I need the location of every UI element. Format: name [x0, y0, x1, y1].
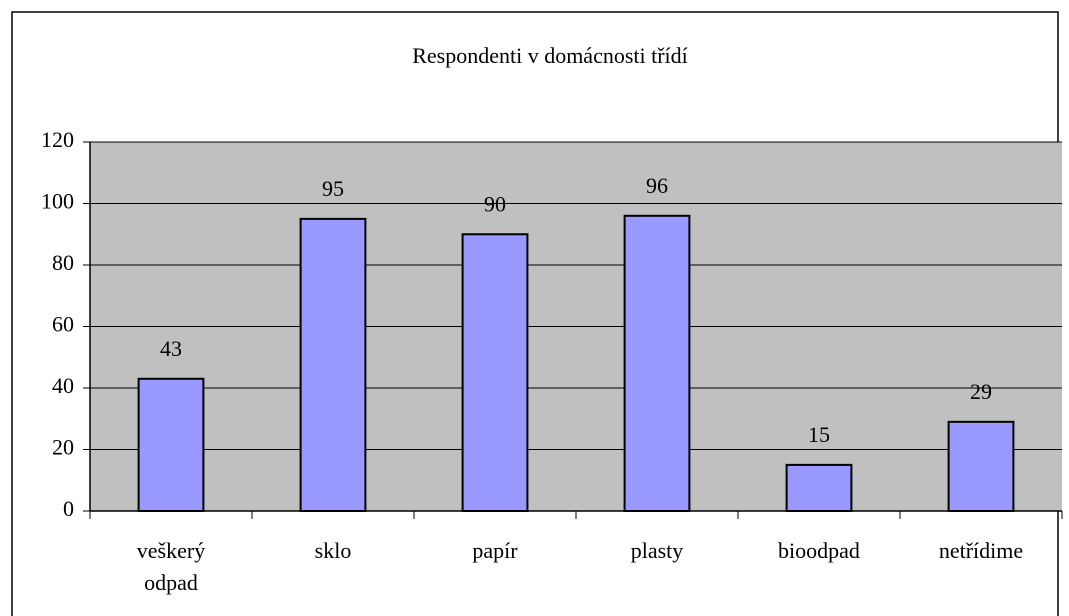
x-tick-label: bioodpad [778, 538, 860, 563]
data-label: 43 [160, 336, 182, 361]
data-label: 95 [322, 176, 344, 201]
bar [623, 214, 691, 513]
bar [137, 377, 205, 512]
x-tick-label: plasty [631, 538, 684, 563]
x-tick-label: netřídime [939, 538, 1023, 563]
data-label: 29 [970, 379, 992, 404]
data-label: 96 [646, 173, 668, 198]
y-tick-label: 20 [52, 435, 74, 460]
data-label: 90 [484, 191, 506, 216]
y-tick-label: 0 [63, 496, 74, 521]
y-tick-label: 40 [52, 373, 74, 398]
bar [785, 463, 853, 512]
y-tick-label: 120 [41, 127, 74, 152]
y-tick-label: 80 [52, 250, 74, 275]
bar [299, 217, 367, 512]
data-label: 15 [808, 422, 830, 447]
x-tick-label: papír [472, 538, 518, 563]
bar [947, 420, 1015, 513]
y-tick-label: 100 [41, 189, 74, 214]
chart-title: Respondenti v domácnosti třídí [412, 43, 688, 68]
bar [461, 233, 529, 512]
y-tick-label: 60 [52, 312, 74, 337]
x-tick-label: veškerý odpad [137, 538, 205, 595]
x-tick-label: sklo [315, 538, 352, 563]
